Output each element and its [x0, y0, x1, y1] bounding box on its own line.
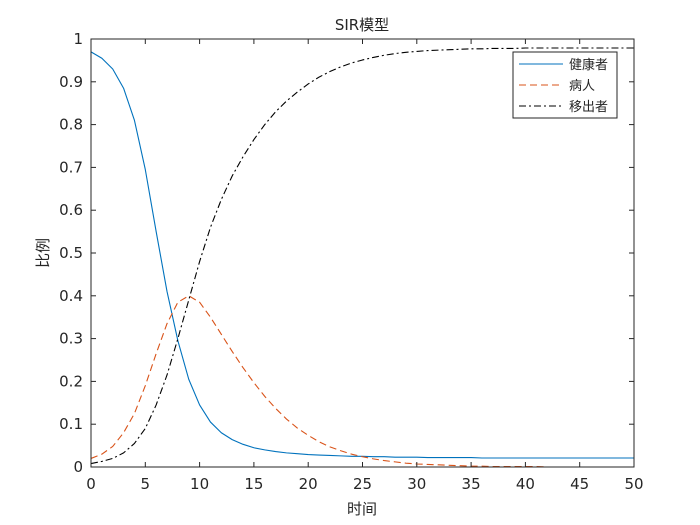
- series-line-removed: [90, 47, 634, 465]
- y-axis-label: 比例: [34, 238, 52, 268]
- legend-label-healthy: 健康者: [569, 57, 608, 73]
- y-tick-label: 0.2: [59, 372, 83, 390]
- legend: 健康者 病人 移出者: [512, 51, 618, 119]
- y-tick-label: 0.8: [59, 116, 83, 134]
- y-tick-label: 0.6: [59, 201, 83, 219]
- ticks-layer: 0 5 10 15 20 25 30 35 40 45 50 0 0.1 0.2 0.3 0.4 0.5 0.6 0…: [59, 30, 643, 493]
- y-tick-label: 0.3: [59, 330, 83, 348]
- y-tick-label: 0: [73, 458, 83, 476]
- x-tick-label: 5: [141, 475, 151, 493]
- x-tick-label: 0: [86, 475, 96, 493]
- x-tick-label: 35: [462, 475, 481, 493]
- x-tick-label: 40: [516, 475, 535, 493]
- legend-label-removed: 移出者: [569, 100, 608, 115]
- x-tick-label: 15: [244, 475, 263, 493]
- y-tick-label: 0.5: [59, 244, 83, 262]
- chart-title: SIR模型: [335, 16, 389, 34]
- y-tick-label: 0.4: [59, 287, 83, 305]
- x-tick-label: 30: [407, 475, 426, 493]
- x-axis-label: 时间: [347, 500, 377, 518]
- y-tick-label: 0.7: [59, 158, 83, 176]
- x-tick-label: 25: [353, 475, 372, 493]
- x-tick-label: 45: [570, 475, 589, 493]
- y-tick-label: 0.9: [59, 73, 83, 91]
- y-tick-label: 0.1: [59, 415, 83, 433]
- x-tick-label: 20: [299, 475, 318, 493]
- y-tick-label: 1: [73, 30, 83, 48]
- legend-label-infected: 病人: [569, 79, 595, 94]
- x-tick-label: 10: [190, 475, 209, 493]
- x-tick-label: 50: [624, 475, 643, 493]
